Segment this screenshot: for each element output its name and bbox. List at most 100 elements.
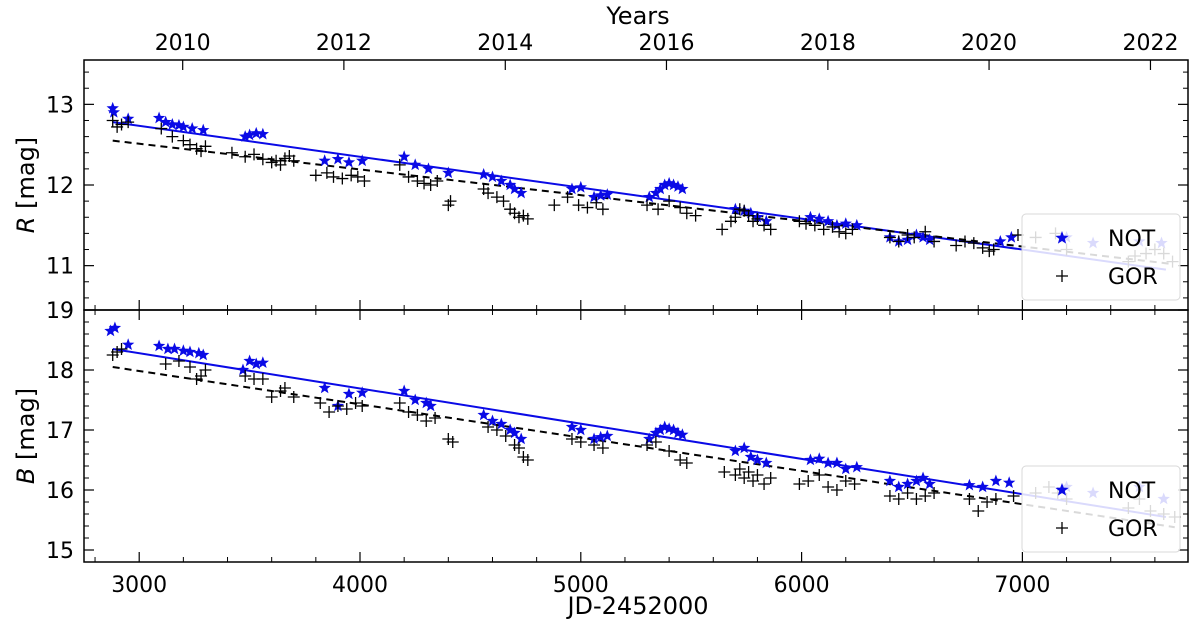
series-gor [106, 114, 1179, 268]
data-point-gor [680, 207, 693, 220]
data-point-not [106, 101, 119, 114]
data-point-gor [793, 215, 806, 228]
data-point-not [508, 182, 521, 195]
data-point-gor [663, 195, 676, 208]
data-point-not [830, 218, 844, 231]
data-point-not [963, 478, 976, 491]
data-point-not [744, 206, 757, 219]
data-point-gor [265, 391, 278, 403]
data-point-not [662, 176, 676, 189]
data-point-gor [331, 400, 344, 412]
data-point-not [152, 111, 166, 124]
y-axis-title-band: B [12, 468, 40, 484]
data-point-gor [561, 191, 574, 204]
data-point-not [342, 155, 356, 168]
data-point-gor [919, 225, 932, 238]
data-point-not [197, 123, 210, 136]
legend-marker-not [1055, 483, 1069, 496]
data-point-not [744, 450, 757, 463]
data-point-gor [418, 177, 431, 190]
data-point-not [751, 453, 764, 466]
year-tick-label: 2022 [1122, 31, 1178, 56]
data-point-not [121, 338, 135, 351]
data-point-gor [199, 364, 212, 376]
data-point-not [916, 230, 930, 243]
fit-line-not [112, 348, 1167, 518]
data-point-not [658, 178, 671, 191]
data-point-not [729, 444, 742, 457]
data-point-gor [314, 397, 327, 409]
legend-label-not: NOT [1108, 479, 1156, 504]
data-point-gor [908, 231, 921, 244]
data-point-gor [764, 223, 777, 236]
legend-label-not: NOT [1108, 227, 1156, 252]
data-point-gor [393, 397, 406, 409]
data-point-not [422, 162, 435, 175]
data-point-gor [512, 442, 525, 454]
plot-area [104, 321, 1181, 529]
data-point-gor [733, 463, 746, 475]
y-tick-label: 13 [46, 93, 74, 118]
data-point-not [236, 363, 250, 376]
data-point-gor [256, 153, 269, 166]
data-point-gor [411, 174, 424, 187]
data-point-gor [802, 475, 815, 487]
data-point-gor [351, 170, 364, 183]
data-point-not [508, 426, 521, 439]
data-point-not [107, 105, 120, 118]
y-axis-title-unit: [mag] [12, 137, 40, 217]
data-point-gor [327, 170, 340, 183]
data-point-gor [345, 169, 358, 182]
data-point-gor [910, 493, 923, 505]
data-point-gor [826, 220, 839, 233]
data-point-gor [649, 436, 662, 448]
data-point-gor [848, 478, 861, 490]
data-point-not [587, 190, 601, 203]
data-point-not [108, 321, 122, 334]
series-not [104, 321, 1170, 505]
data-point-not [1005, 230, 1018, 243]
data-point-gor [981, 496, 994, 508]
series-not [106, 101, 1168, 249]
data-point-gor [274, 158, 287, 171]
legend: NOT GOR [1021, 213, 1181, 301]
data-point-not [177, 344, 190, 357]
data-point-gor [892, 493, 905, 505]
data-point-gor [958, 235, 971, 248]
legend-label-gor: GOR [1108, 517, 1158, 542]
data-point-gor [482, 187, 495, 200]
data-point-gor [581, 201, 594, 214]
data-point-gor [839, 227, 852, 240]
data-point-not [177, 120, 190, 133]
data-point-not [649, 426, 663, 439]
data-point-gor [989, 493, 1002, 505]
data-point-gor [950, 239, 963, 252]
panel-b-band: 15 16 17 18 19 3000 4000 5000 6000 7000 JD-2452000… [12, 299, 1189, 620]
data-point-gor [199, 140, 212, 153]
data-point-not [804, 210, 817, 223]
data-point-not [594, 188, 607, 201]
data-point-gor [813, 469, 826, 481]
data-point-gor [159, 358, 172, 370]
data-point-gor [883, 490, 896, 502]
data-point-not [186, 122, 199, 134]
data-point-not [515, 186, 528, 199]
year-tick-label: 2014 [477, 31, 533, 56]
data-point-not [503, 423, 517, 436]
data-point-not [409, 393, 422, 406]
data-point-not [342, 387, 356, 400]
data-point-gor [446, 436, 459, 448]
data-point-gor [420, 415, 433, 427]
data-point-gor [901, 229, 914, 241]
data-point-gor [901, 487, 914, 499]
legend-marker-not [1055, 231, 1069, 244]
data-point-not [442, 166, 455, 179]
year-tick-label: 2018 [800, 31, 856, 56]
data-point-gor [817, 223, 830, 236]
data-point-gor [411, 409, 424, 421]
data-point-not [658, 420, 671, 433]
year-tick-label: 2010 [155, 31, 211, 56]
data-point-gor [689, 209, 702, 222]
data-point-not [594, 430, 607, 443]
data-point-gor [115, 343, 128, 355]
